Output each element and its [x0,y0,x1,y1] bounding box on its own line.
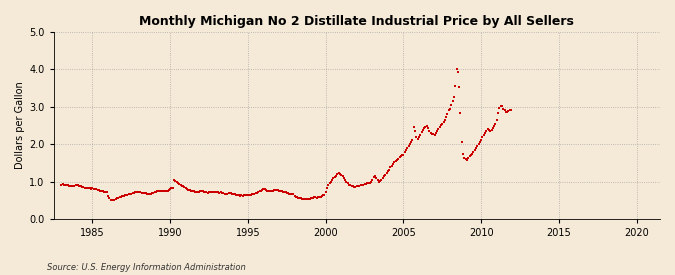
Title: Monthly Michigan No 2 Distillate Industrial Price by All Sellers: Monthly Michigan No 2 Distillate Industr… [139,15,574,28]
Text: Source: U.S. Energy Information Administration: Source: U.S. Energy Information Administ… [47,263,246,272]
Y-axis label: Dollars per Gallon: Dollars per Gallon [15,82,25,169]
